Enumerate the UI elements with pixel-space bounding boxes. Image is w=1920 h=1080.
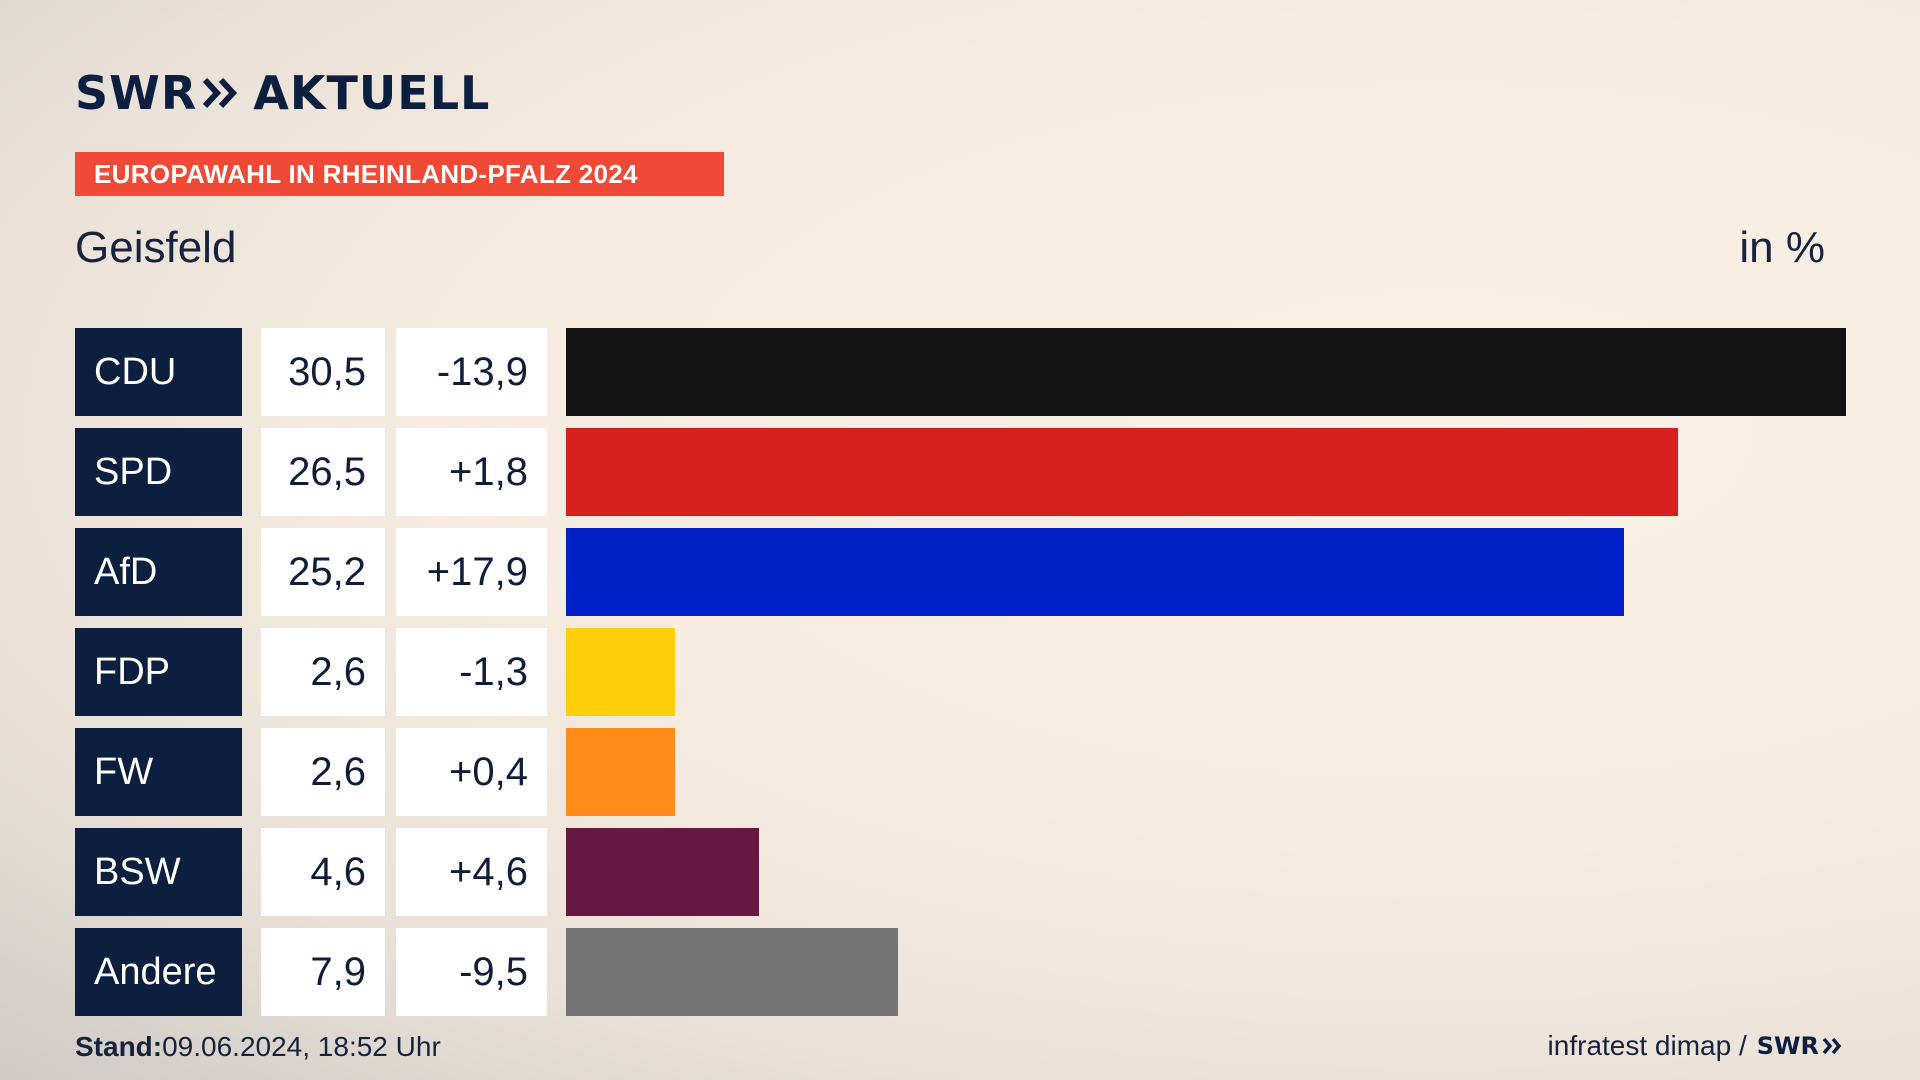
result-row: FDP 2,6 -1,3: [0, 628, 1920, 716]
party-label: BSW: [75, 828, 242, 916]
party-label: SPD: [75, 428, 242, 516]
vote-change-value: -1,3: [396, 628, 547, 716]
vote-share-bar: [566, 528, 1624, 616]
party-label: FW: [75, 728, 242, 816]
vote-change-value: +17,9: [396, 528, 547, 616]
double-chevron-icon: [1822, 1037, 1842, 1055]
vote-change-value: +1,8: [396, 428, 547, 516]
party-label: CDU: [75, 328, 242, 416]
vote-share-value: 7,9: [261, 928, 385, 1016]
vote-change-value: -13,9: [396, 328, 547, 416]
source-text: infratest dimap /: [1547, 1030, 1747, 1061]
vote-share-value: 25,2: [261, 528, 385, 616]
party-label: AfD: [75, 528, 242, 616]
stand-value: 09.06.2024, 18:52 Uhr: [162, 1031, 441, 1062]
vote-share-value: 2,6: [261, 728, 385, 816]
vote-change-value: +0,4: [396, 728, 547, 816]
vote-share-value: 4,6: [261, 828, 385, 916]
vote-share-bar: [566, 328, 1846, 416]
vote-share-bar: [566, 628, 675, 716]
vote-change-value: +4,6: [396, 828, 547, 916]
vote-share-bar: [566, 828, 759, 916]
vote-share-value: 2,6: [261, 628, 385, 716]
location-title: Geisfeld: [75, 223, 237, 272]
vote-share-bar: [566, 928, 898, 1016]
result-row: CDU 30,5 -13,9: [0, 328, 1920, 416]
vote-share-bar: [566, 428, 1678, 516]
swr-aktuell-logo: SWR AKTUELL: [75, 66, 490, 120]
election-banner: EUROPAWAHL IN RHEINLAND-PFALZ 2024: [75, 152, 724, 196]
result-row: SPD 26,5 +1,8: [0, 428, 1920, 516]
source-credit: infratest dimap / SWR: [1548, 1028, 1844, 1064]
vote-change-value: -9,5: [396, 928, 547, 1016]
result-row: FW 2,6 +0,4: [0, 728, 1920, 816]
party-label: Andere: [75, 928, 242, 1016]
unit-label: in %: [1739, 223, 1825, 272]
result-row: BSW 4,6 +4,6: [0, 828, 1920, 916]
logo-product: AKTUELL: [253, 66, 491, 120]
result-row: Andere 7,9 -9,5: [0, 928, 1920, 1016]
logo-brand: SWR: [75, 66, 198, 120]
stand-label: Stand:: [75, 1031, 163, 1062]
timestamp: Stand:09.06.2024, 18:52 Uhr: [75, 1030, 441, 1064]
source-logo: SWR: [1756, 1032, 1819, 1060]
vote-share-bar: [566, 728, 675, 816]
vote-share-value: 30,5: [261, 328, 385, 416]
double-chevron-icon: [203, 77, 238, 109]
result-row: AfD 25,2 +17,9: [0, 528, 1920, 616]
party-label: FDP: [75, 628, 242, 716]
vote-share-value: 26,5: [261, 428, 385, 516]
